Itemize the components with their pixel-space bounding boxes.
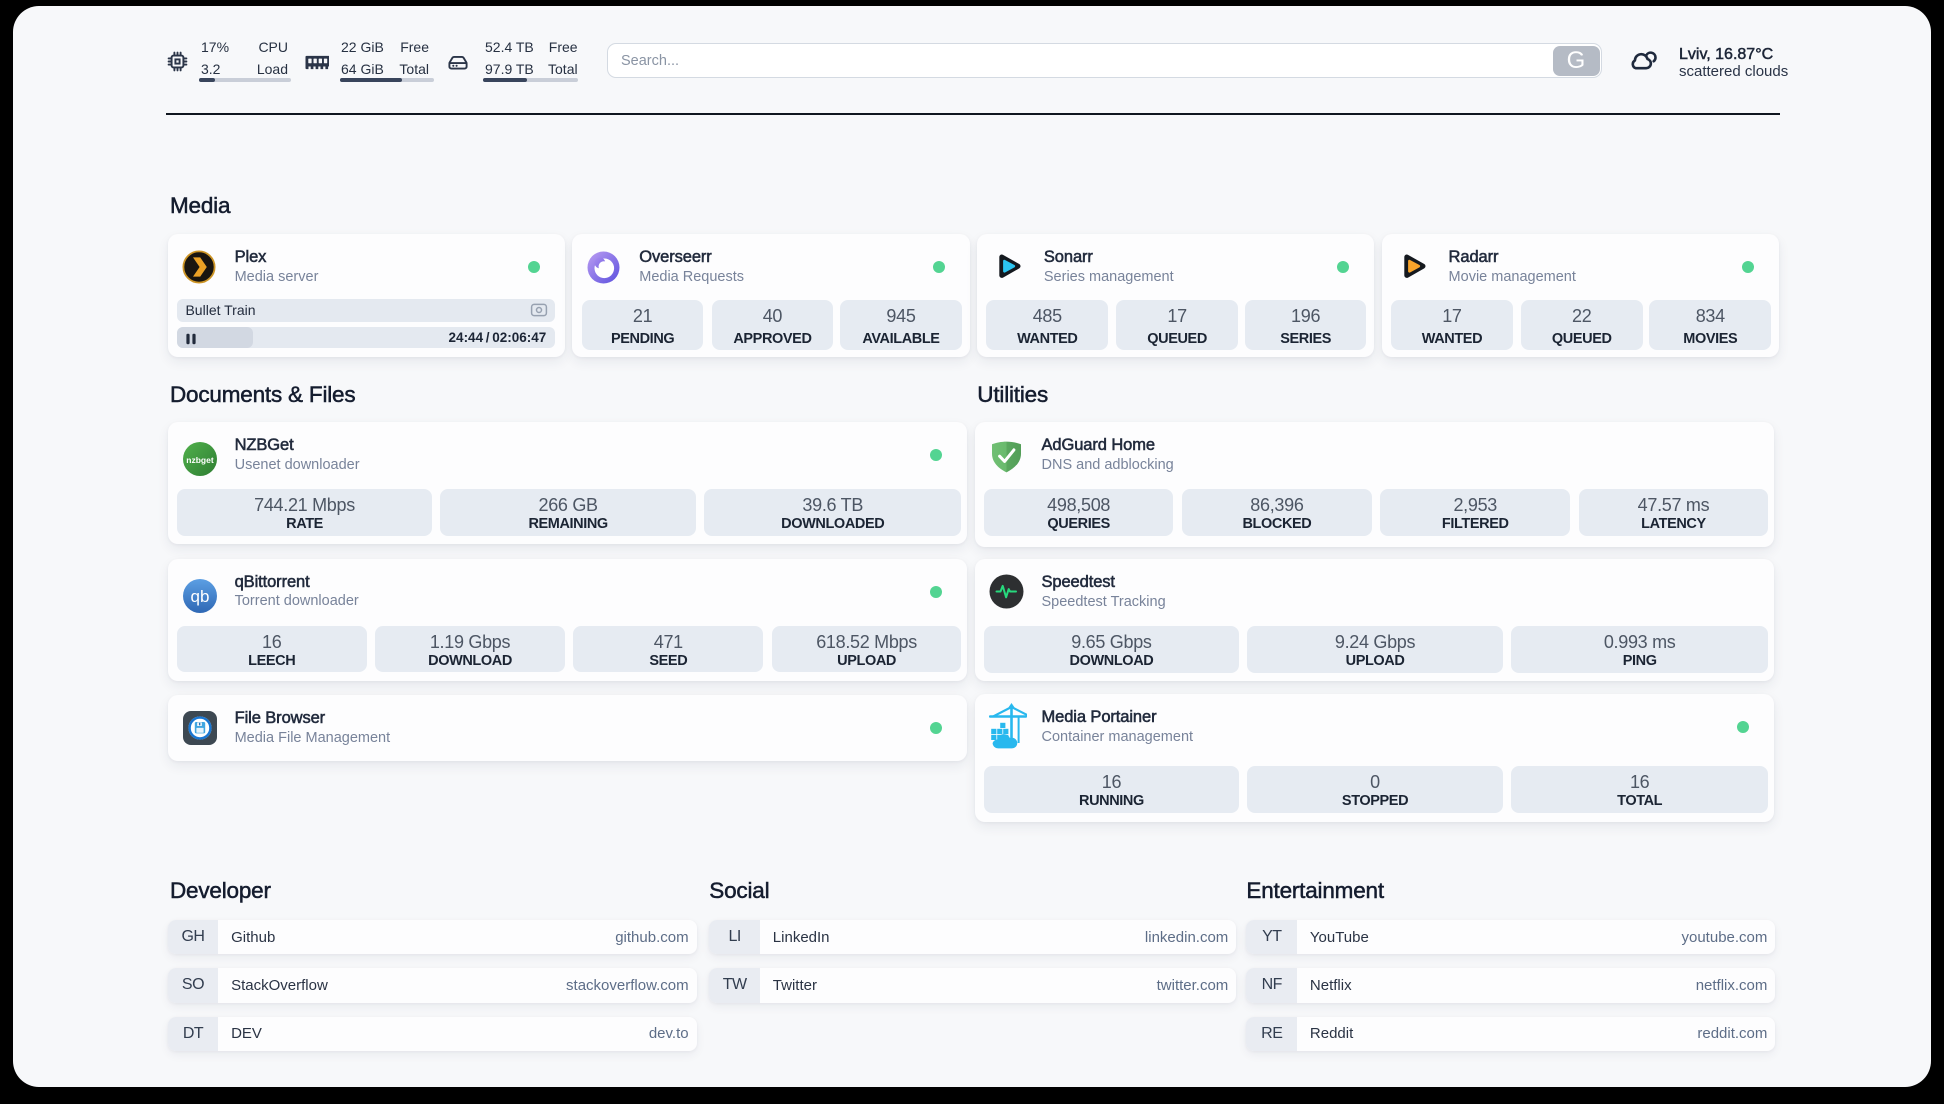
svg-text:qb: qb (191, 587, 210, 606)
svg-text:nzbget: nzbget (186, 455, 214, 465)
